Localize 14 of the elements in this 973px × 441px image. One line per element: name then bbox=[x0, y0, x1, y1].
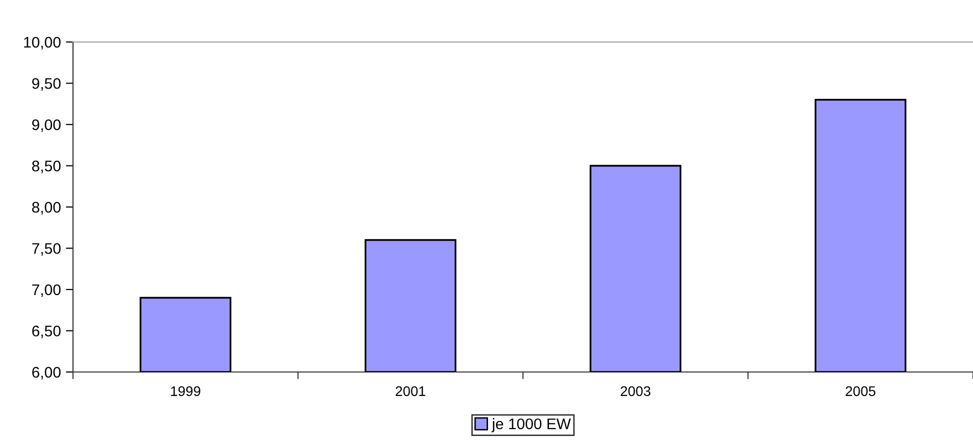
y-tick-label: 7,50 bbox=[32, 243, 61, 256]
y-tick-label: 8,50 bbox=[32, 160, 61, 174]
y-tick-label: 9,50 bbox=[32, 78, 61, 91]
y-tick-label: 10,00 bbox=[24, 36, 61, 50]
y-tick-label: 8,00 bbox=[32, 202, 61, 214]
y-tick-label: 9,00 bbox=[32, 119, 61, 132]
x-tick-label: 2001 bbox=[396, 386, 426, 396]
y-tick-label: 7,00 bbox=[32, 284, 61, 297]
x-tick-label: 2005 bbox=[846, 386, 876, 396]
y-tick-label: 6,50 bbox=[32, 326, 61, 338]
legend-label: je 1000 EW bbox=[492, 418, 571, 432]
x-tick-label: 2003 bbox=[620, 386, 650, 396]
y-tick-label: 6,00 bbox=[32, 366, 61, 380]
x-tick-label: 1999 bbox=[171, 386, 200, 396]
